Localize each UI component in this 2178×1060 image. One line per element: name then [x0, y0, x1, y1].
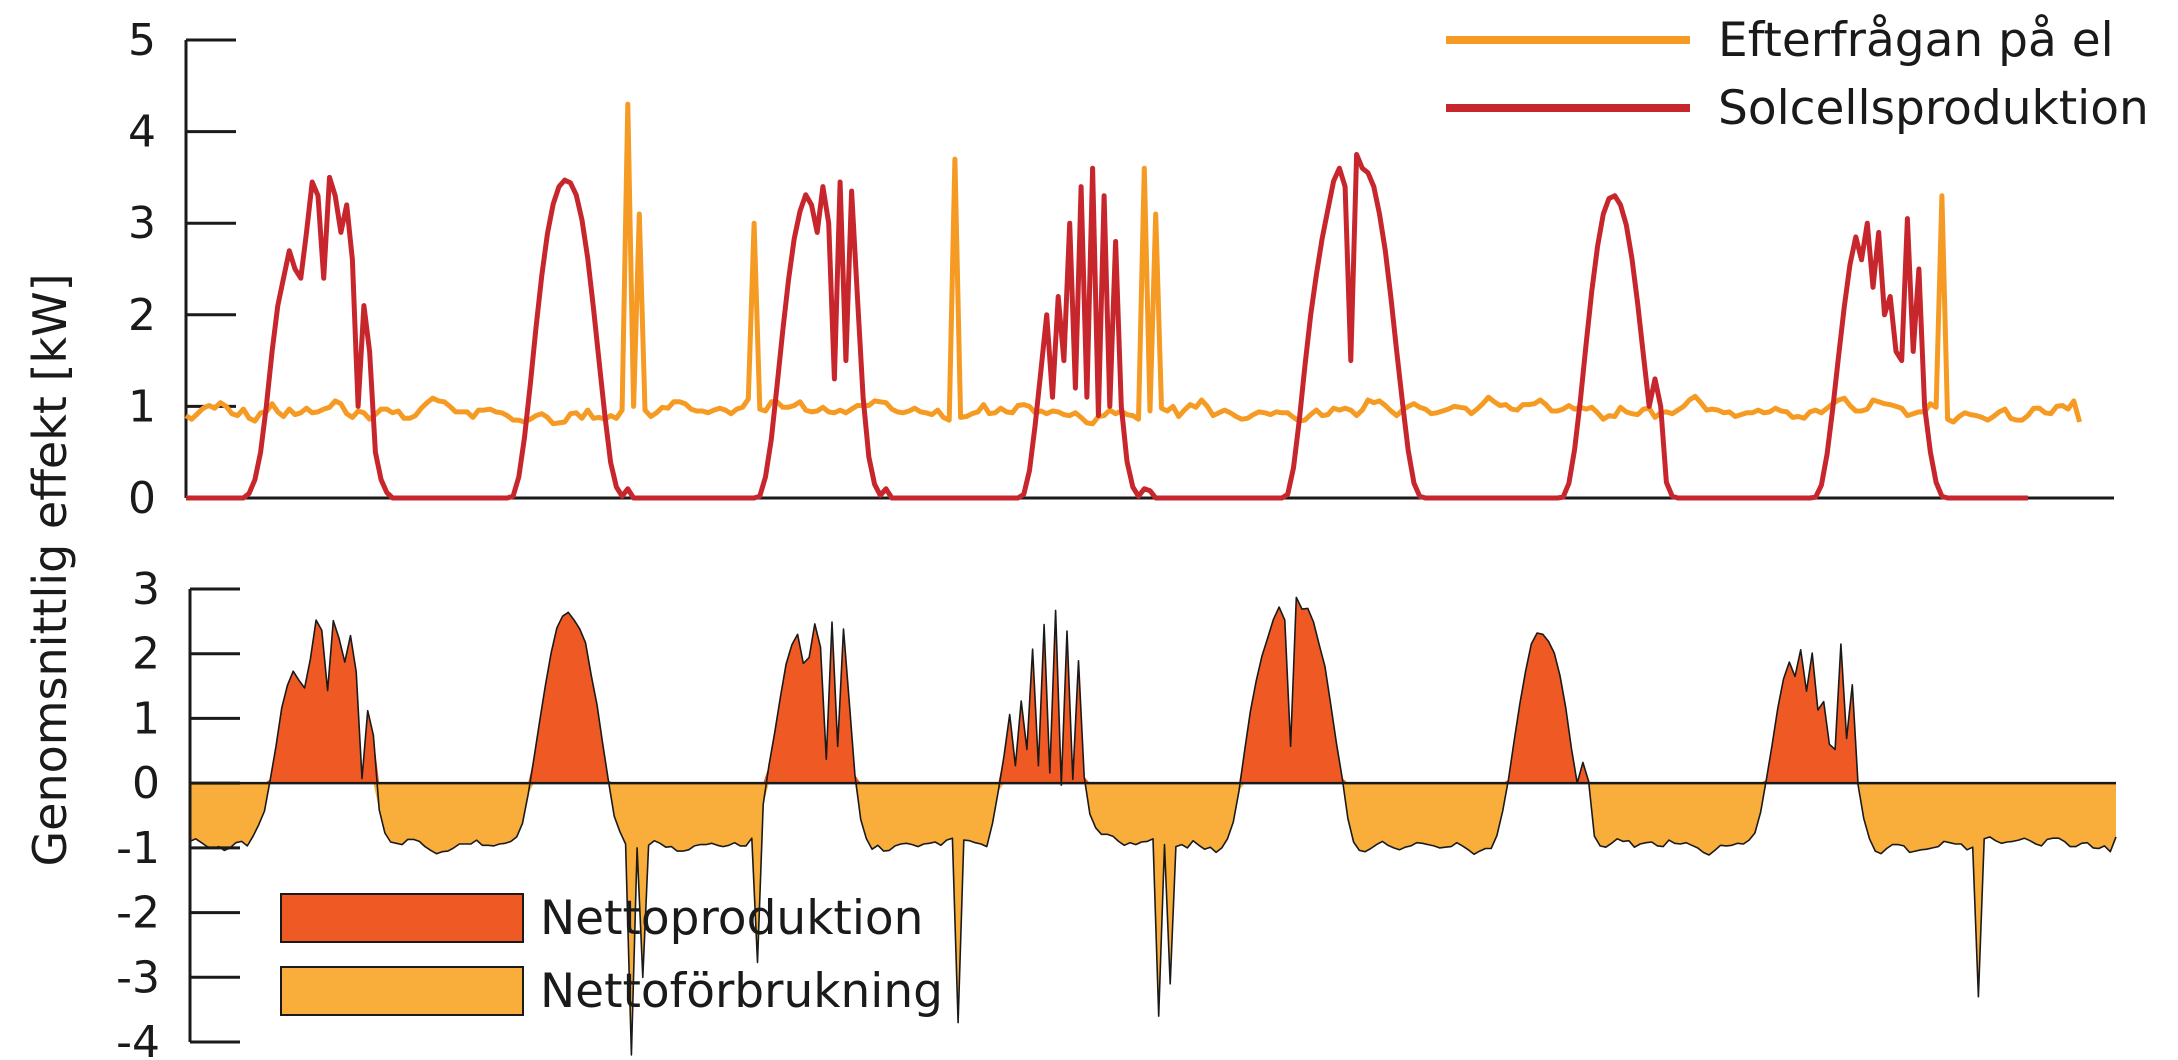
legend-label-solar: Solcellsproduktion — [1718, 81, 2149, 136]
legend-label-net-consumption: Nettoförbrukning — [540, 964, 943, 1019]
bottom-tick-label: -4 — [116, 1017, 160, 1060]
bottom-tick-label: 0 — [132, 758, 160, 809]
top-tick-label: 1 — [128, 381, 156, 432]
top-series-lines — [184, 101, 2083, 501]
legend-label-net-production: Nettoproduktion — [540, 891, 923, 946]
top-tick-label: 5 — [128, 15, 156, 66]
bottom-legend: Nettoproduktion Nettoförbrukning — [280, 891, 943, 1019]
bottom-tick-label: 3 — [132, 564, 160, 615]
legend-label-demand: Efterfrågan på el — [1718, 13, 2114, 68]
top-tick-label: 0 — [128, 473, 156, 524]
bottom-tick-label: 1 — [132, 693, 160, 744]
bottom-tick-label: -2 — [116, 888, 160, 939]
net-outline — [189, 596, 2117, 1056]
bottom-tick-label: -3 — [116, 952, 160, 1003]
demand-line — [184, 101, 2083, 427]
top-tick-label: 2 — [128, 290, 156, 341]
net-consumption-area — [190, 783, 2116, 1055]
top-tick-label: 4 — [128, 107, 156, 158]
top-tick-label: 3 — [128, 198, 156, 249]
bottom-y-axis: -4 -3 -2 -1 0 1 2 3 — [116, 564, 2116, 1060]
legend-swatch-net-production — [280, 893, 524, 943]
legend-swatch-net-consumption — [280, 966, 524, 1016]
net-chart: -4 -3 -2 -1 0 1 2 3 Nettoproduktion Nettoförbruk… — [116, 564, 2117, 1060]
demand-production-chart: 0 1 2 3 4 5 Efterfrågan på el Solcellsprodukti… — [128, 13, 2149, 524]
solar-production-line — [186, 152, 2028, 501]
net-areas — [189, 596, 2117, 1056]
net-production-area — [190, 597, 2116, 784]
bottom-tick-label: 2 — [132, 629, 160, 680]
bottom-tick-label: -1 — [116, 823, 160, 874]
y-axis-title: Genomsnittlig effekt [kW] — [23, 273, 77, 866]
top-legend: Efterfrågan på el Solcellsproduktion — [1446, 13, 2149, 136]
